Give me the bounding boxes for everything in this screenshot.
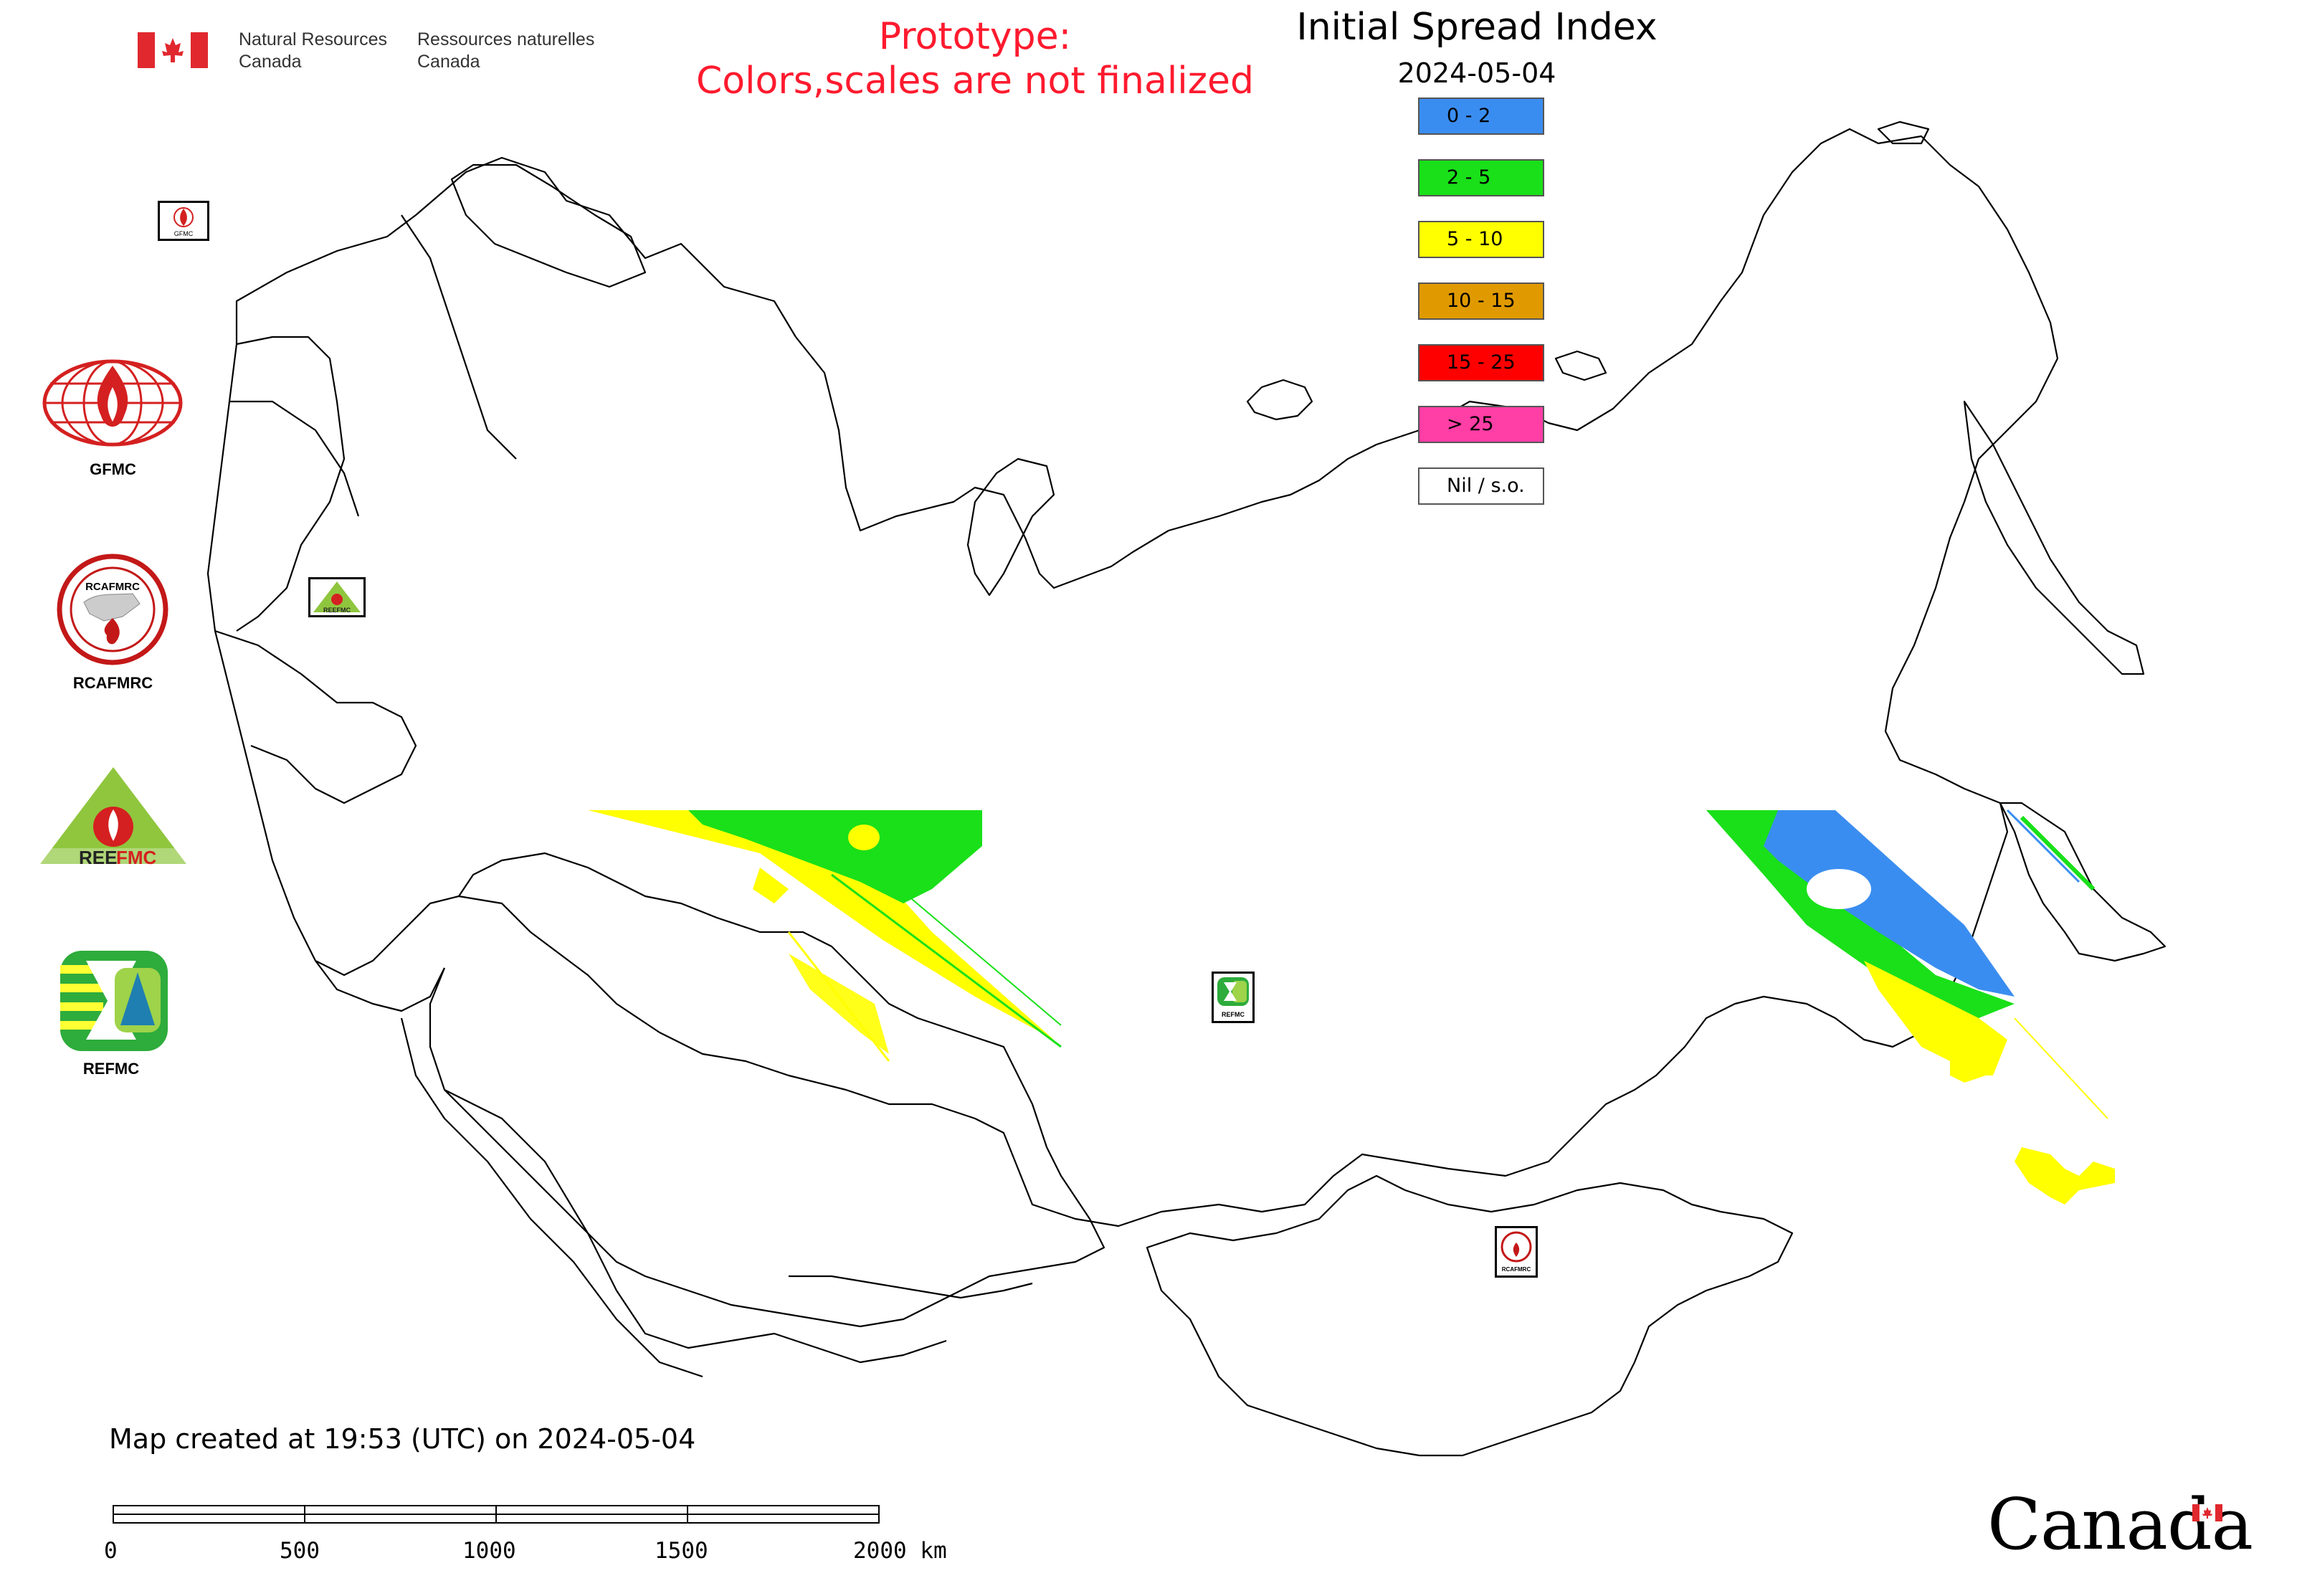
wrangel-island-outline xyxy=(1877,120,1930,145)
novaya-zemlya-outline xyxy=(966,457,1055,597)
map-marker-gfmc[interactable]: GFMC xyxy=(158,201,209,241)
caucasus-border xyxy=(315,960,445,1012)
legend-item-2-5: 2 - 5 xyxy=(1418,159,1544,196)
wordmark-flag-icon xyxy=(2192,1504,2222,1521)
legend-item-10-15: 10 - 15 xyxy=(1418,282,1544,320)
reefmc-marker-icon: REEFMC xyxy=(313,581,361,614)
svg-text:REE: REE xyxy=(79,847,117,868)
tajikistan-border xyxy=(731,1332,947,1364)
kamchatka-outline xyxy=(1963,400,2145,675)
refmc-marker-label: REFMC xyxy=(1222,1011,1245,1018)
refmc-label: REFMC xyxy=(82,1060,140,1078)
sakhalin-outline xyxy=(1999,802,2167,962)
legend-label: Nil / s.o. xyxy=(1447,475,1525,497)
map-marker-refmc[interactable]: REFMC xyxy=(1212,972,1255,1023)
severnaya-zemlya-outline xyxy=(1246,379,1313,421)
scale-tick-2000: 2000 km xyxy=(853,1538,947,1564)
gfmc-label: GFMC xyxy=(90,460,136,478)
scale-tick-1500: 1500 xyxy=(655,1538,708,1564)
org-name-fr: Ressources naturelles Canada xyxy=(417,29,595,72)
mongolia-outline xyxy=(1146,1174,1794,1457)
svg-text:RCAFMRC: RCAFMRC xyxy=(85,581,140,593)
legend-label: 10 - 15 xyxy=(1447,290,1516,312)
map-date: 2024-05-04 xyxy=(1397,57,1556,89)
legend-item-5-10: 5 - 10 xyxy=(1418,221,1544,258)
scale-tick-1000: 1000 xyxy=(462,1538,516,1564)
reefmc-logo-icon: REE FMC xyxy=(40,767,186,868)
scale-tick-0: 0 xyxy=(104,1538,118,1564)
canada-wordmark: Canada xyxy=(1987,1484,2253,1566)
map-title: Initial Spread Index xyxy=(1296,6,1657,49)
legend-label: 2 - 5 xyxy=(1447,166,1491,189)
legend-item-0-2: 0 - 2 xyxy=(1418,98,1544,135)
rcafmrc-label: RCAFMRC xyxy=(72,674,153,692)
kola-outline xyxy=(450,163,647,288)
gfmc-marker-icon: GFMC xyxy=(173,207,194,237)
gfmc-marker-label: GFMC xyxy=(174,230,194,237)
uzbekistan-border xyxy=(444,1089,732,1349)
belarus-border xyxy=(229,400,360,517)
scale-tick-500: 500 xyxy=(280,1538,320,1564)
isi-swaths-west xyxy=(588,810,1062,1062)
map-marker-rcafmrc[interactable]: RCAFMRC xyxy=(1495,1226,1538,1278)
refmc-logo[interactable]: REFMC xyxy=(57,946,172,1090)
russia-outline xyxy=(206,128,2059,1227)
legend-item-25-plus: > 25 xyxy=(1418,406,1544,443)
reefmc-marker-label: REEFMC xyxy=(323,607,351,614)
svg-text:FMC: FMC xyxy=(116,847,157,868)
legend-item-15-25: 15 - 25 xyxy=(1418,344,1544,381)
kazakhstan-outline xyxy=(429,852,1105,1328)
canada-flag-icon xyxy=(138,32,208,68)
legend-label: > 25 xyxy=(1447,413,1494,435)
legend-item-nil: Nil / s.o. xyxy=(1418,467,1544,505)
map-marker-reefmc[interactable]: REEFMC xyxy=(308,577,366,617)
turkmenistan-border xyxy=(400,1017,703,1378)
refmc-marker-icon: REFMC xyxy=(1217,977,1249,1018)
org-name-en: Natural Resources Canada xyxy=(239,29,388,72)
legend: 0 - 2 2 - 5 5 - 10 10 - 15 15 - 25 > 25 … xyxy=(1418,98,1547,506)
legend-label: 5 - 10 xyxy=(1447,228,1503,250)
rcafmrc-logo[interactable]: RCAFMRC RCAFMRC xyxy=(54,552,172,692)
rcafmrc-marker-icon: RCAFMRC xyxy=(1500,1231,1532,1273)
rcafmrc-logo-icon: RCAFMRC xyxy=(57,554,168,665)
reefmc-logo[interactable]: REE FMC xyxy=(36,764,190,871)
scale-bar-graphic xyxy=(113,1505,880,1524)
isi-swaths-east xyxy=(1706,809,2115,1205)
rcafmrc-marker-label: RCAFMRC xyxy=(1502,1266,1531,1273)
gfmc-logo[interactable]: GFMC xyxy=(39,358,186,480)
gfmc-logo-icon xyxy=(42,359,183,447)
scale-bar xyxy=(108,1504,882,1526)
ukraine-border xyxy=(214,630,417,804)
legend-label: 0 - 2 xyxy=(1447,105,1491,127)
map-created-text: Map created at 19:53 (UTC) on 2024-05-04 xyxy=(109,1423,696,1455)
baltic-borders xyxy=(236,336,346,632)
kyrgyzstan-border xyxy=(789,1275,1033,1299)
new-siberian-islands-outline xyxy=(1554,350,1607,381)
prototype-notice: Prototype: Colors,scales are not finaliz… xyxy=(695,15,1255,103)
legend-label: 15 - 25 xyxy=(1447,351,1516,374)
refmc-logo-icon xyxy=(60,951,168,1051)
finland-border xyxy=(401,214,517,460)
